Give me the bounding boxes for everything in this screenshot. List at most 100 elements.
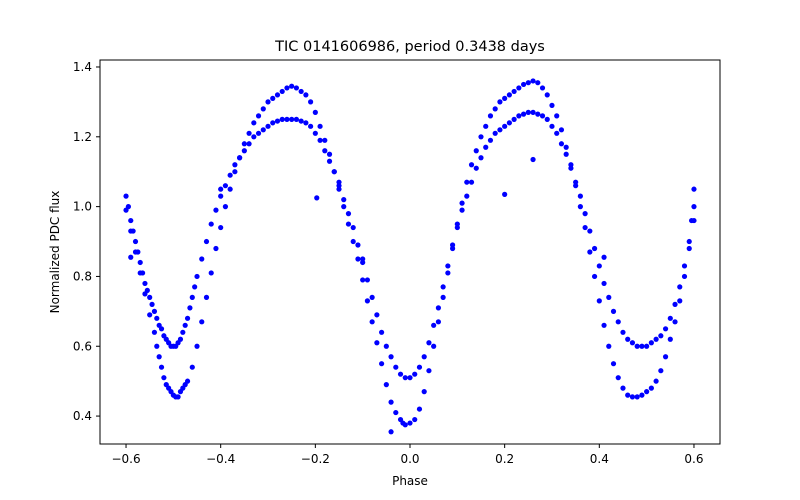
data-point [175,394,181,400]
data-point [516,113,522,119]
data-point [227,186,233,192]
data-point [591,273,598,280]
data-point [312,109,318,115]
data-point [516,85,522,91]
data-point [492,130,498,136]
data-point [639,343,645,349]
data-point [364,277,370,283]
data-point [416,364,423,370]
data-point [255,130,262,136]
data-point [535,80,541,86]
y-tick-label: 1.2 [73,130,92,144]
data-point [648,340,654,346]
y-tick-label: 0.8 [73,269,92,283]
data-point [369,319,375,325]
x-axis: −0.6 −0.4 −0.2 0.0 0.2 0.4 0.6 [111,444,704,466]
data-point [158,364,165,370]
data-point [554,113,560,119]
data-point [180,329,186,335]
data-point [440,284,446,290]
data-point [544,92,550,98]
x-tick-label: 0.0 [400,452,419,466]
data-point [187,305,193,311]
data-point [511,88,517,95]
x-axis-label: Phase [392,474,428,488]
data-point [314,195,320,201]
data-point [128,217,134,224]
x-tick-label: 0.4 [590,452,609,466]
data-point [473,148,479,154]
data-point [677,298,683,304]
y-tick-label: 1.0 [73,200,92,214]
data-point [341,197,347,203]
data-point [154,343,160,349]
data-point [431,343,437,349]
data-point [308,123,314,129]
data-point [558,141,565,147]
data-point [672,301,678,307]
data-point [539,113,546,119]
data-point [615,319,621,325]
data-point [388,354,394,360]
data-point [435,305,441,311]
data-point [265,99,271,105]
data-point [379,329,385,335]
data-point [662,326,669,332]
data-point [289,116,295,122]
data-point [123,193,129,199]
data-point [123,207,129,213]
data-point [634,343,640,349]
data-point [303,92,309,98]
data-point [388,429,394,435]
data-point [270,95,276,101]
y-tick-label: 0.6 [73,339,92,353]
data-point [364,298,370,304]
data-point [530,109,536,115]
data-point [350,238,356,245]
data-point [525,109,531,115]
data-point [184,378,191,384]
data-point [587,228,593,234]
data-point [615,375,621,381]
x-tick-label: −0.6 [111,452,140,466]
data-point [177,336,184,342]
data-point [241,141,247,147]
data-point [388,399,394,405]
x-tick-label: −0.4 [206,452,235,466]
data-point [478,134,484,140]
data-point [629,394,636,400]
data-point [142,280,148,287]
data-point [208,270,214,276]
data-point [402,422,408,428]
data-point [648,385,654,391]
data-point [189,294,195,300]
data-point [525,80,531,86]
data-point [147,312,153,318]
data-point [218,193,224,199]
data-point [620,329,626,335]
data-point [158,326,165,332]
data-point [246,130,252,136]
data-point [587,249,593,255]
data-point [610,361,617,367]
data-point [142,291,148,297]
data-point [345,211,352,217]
data-point [279,116,285,122]
data-point [203,238,210,245]
y-tick-label: 0.4 [73,409,92,423]
data-point [128,228,134,234]
data-point [440,294,446,300]
data-point [128,254,134,260]
data-point [629,340,636,346]
data-point [686,238,692,245]
data-point [549,102,555,108]
data-point [520,81,527,88]
data-point [279,88,285,95]
data-point [260,127,266,133]
data-point [194,273,200,280]
data-point [653,378,659,384]
data-point [492,106,498,112]
data-point [393,409,399,416]
data-point [341,204,347,210]
data-point [563,144,569,150]
